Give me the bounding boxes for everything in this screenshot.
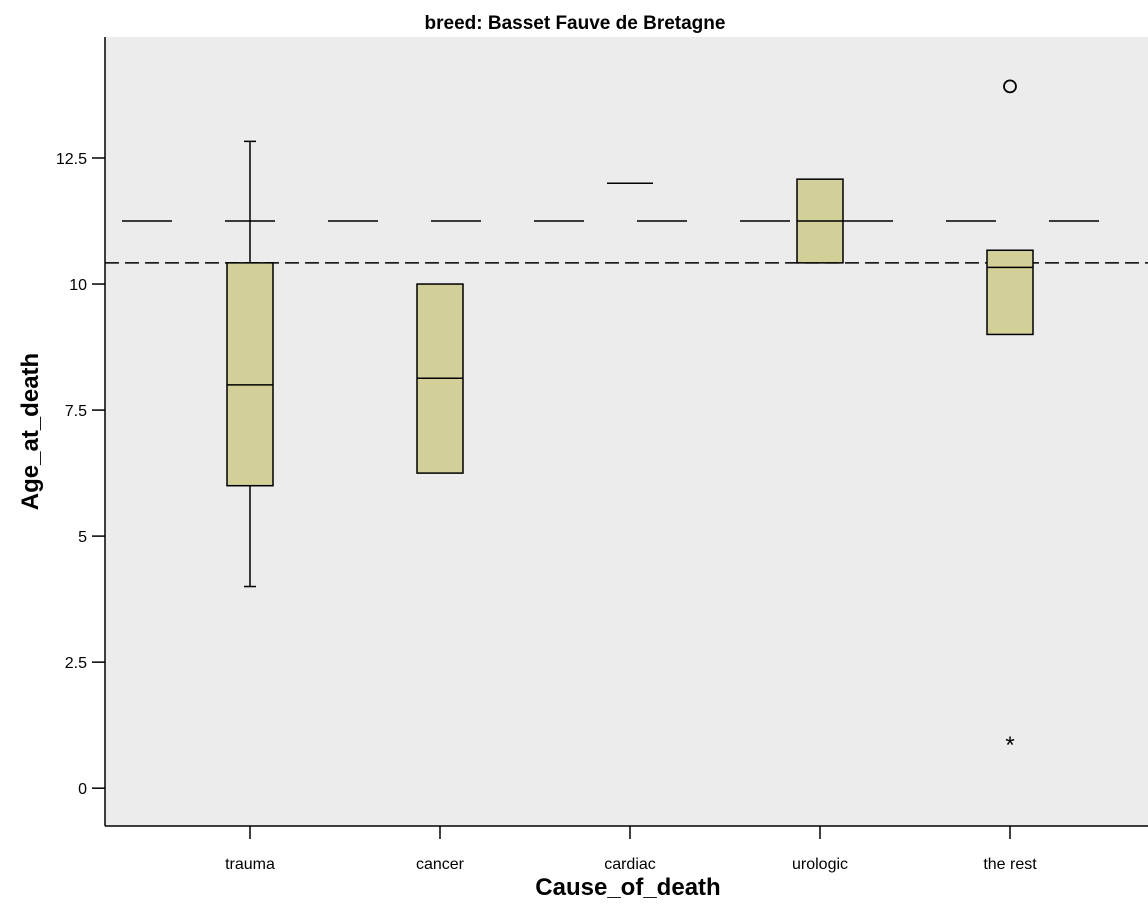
y-tick-label: 5 <box>78 529 87 546</box>
y-axis-label: Age_at_death <box>17 353 44 510</box>
x-tick-label: cardiac <box>604 856 656 873</box>
y-tick-label: 7.5 <box>65 403 87 420</box>
y-tick-label: 10 <box>69 277 87 294</box>
y-tick-label: 2.5 <box>65 655 87 672</box>
y-tick-label: 0 <box>78 781 87 798</box>
box-iqr <box>227 263 273 486</box>
box-the-rest <box>987 250 1033 334</box>
outlier-star: * <box>1005 732 1014 759</box>
box-urologic <box>797 179 843 263</box>
x-axis-label: Cause_of_death <box>535 874 720 901</box>
box-cancer <box>417 284 463 473</box>
x-tick-label: trauma <box>225 856 275 873</box>
chart-title: breed: Basset Fauve de Bretagne <box>425 13 726 34</box>
x-tick-label: the rest <box>983 856 1037 873</box>
y-tick-label: 12.5 <box>56 151 87 168</box>
box-iqr <box>987 250 1033 334</box>
x-tick-label: cancer <box>416 856 465 873</box>
x-tick-label: urologic <box>792 856 848 873</box>
